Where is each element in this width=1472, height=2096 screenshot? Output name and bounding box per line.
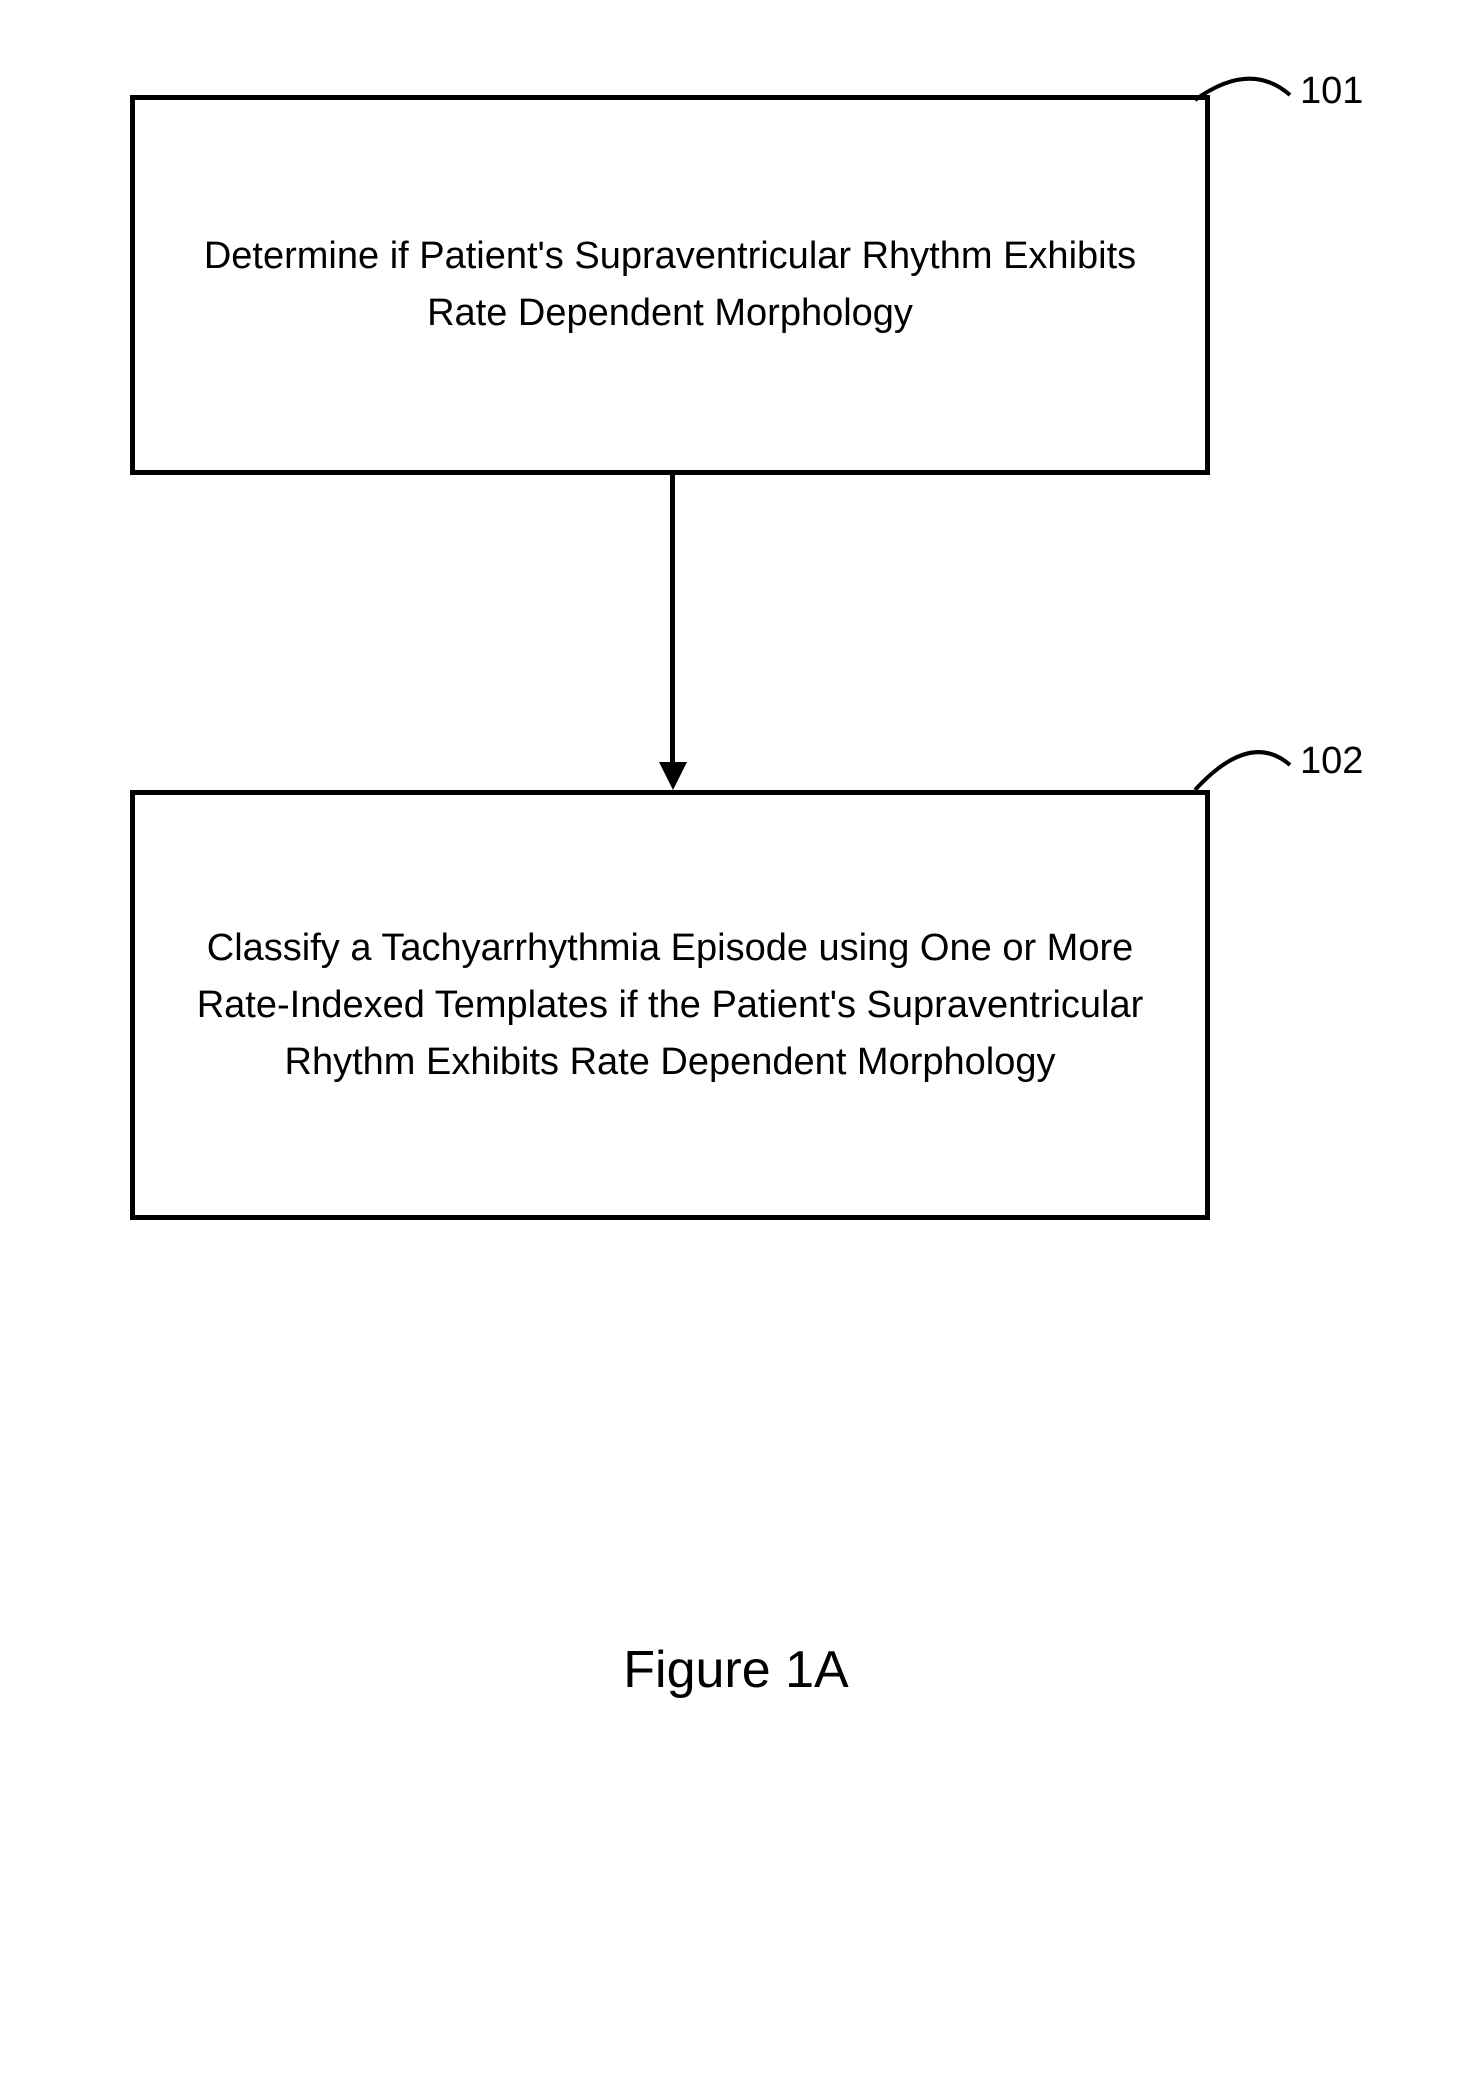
box-102-label: 102 (1300, 740, 1363, 783)
diagram-container: Determine if Patient's Supraventricular … (0, 0, 1472, 2096)
box-101-text: Determine if Patient's Supraventricular … (195, 228, 1145, 342)
figure-caption: Figure 1A (0, 1640, 1472, 1700)
box-101-label: 101 (1300, 70, 1363, 113)
arrow-shaft (670, 475, 675, 762)
flowchart-box-101: Determine if Patient's Supraventricular … (130, 95, 1210, 475)
arrow-head-icon (659, 762, 687, 790)
flowchart-box-102: Classify a Tachyarrhythmia Episode using… (130, 790, 1210, 1220)
box-102-text: Classify a Tachyarrhythmia Episode using… (195, 920, 1145, 1091)
